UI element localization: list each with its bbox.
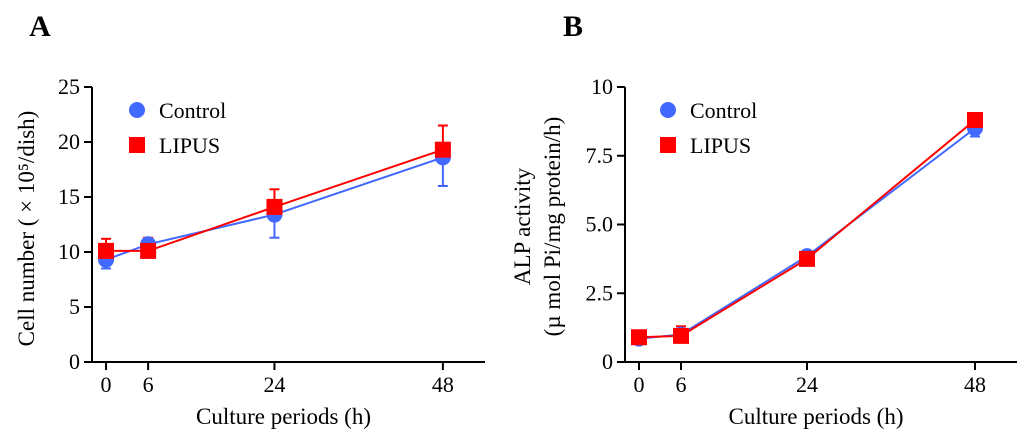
legend-lipus-label: LIPUS — [690, 133, 751, 158]
legend-lipus-marker — [660, 137, 676, 153]
lipus-point — [266, 198, 283, 215]
x-tick-label: 6 — [143, 372, 154, 397]
lipus-point — [434, 141, 451, 158]
x-tick-label: 24 — [263, 372, 285, 397]
lipus-point — [967, 112, 983, 128]
x-axis-label: Culture periods (h) — [196, 404, 371, 429]
legend-control-label: Control — [159, 98, 226, 123]
legend-control-label: Control — [690, 98, 757, 123]
legend-control-marker — [660, 102, 676, 118]
lipus-point — [98, 242, 115, 259]
x-tick-label: 24 — [796, 372, 818, 397]
y-tick-label: 7.5 — [586, 143, 614, 168]
lipus-point — [631, 329, 647, 346]
x-tick-label: 6 — [676, 372, 687, 397]
lipus-series-line — [106, 148, 444, 252]
x-tick-label: 48 — [964, 372, 986, 397]
y-axis-label-line: ALP activity — [510, 167, 535, 285]
y-tick-label: 10 — [591, 74, 613, 99]
control-series-line — [638, 127, 976, 340]
x-tick-label: 0 — [634, 372, 645, 397]
lipus-series-line — [638, 119, 976, 339]
lipus-point — [799, 250, 815, 267]
y-axis-label-line: (µ mol Pi/mg protein/h) — [540, 117, 565, 337]
x-axis-label: Culture periods (h) — [728, 404, 903, 429]
y-tick-label: 25 — [58, 74, 80, 99]
y-tick-label: 10 — [58, 239, 80, 264]
y-tick-label: 20 — [58, 129, 80, 154]
x-tick-label: 48 — [432, 372, 454, 397]
y-tick-label: 0 — [602, 349, 613, 374]
y-tick-label: 2.5 — [586, 280, 614, 305]
y-tick-label: 5.0 — [586, 212, 614, 237]
legend-lipus-marker — [129, 137, 145, 153]
y-tick-label: 5 — [69, 294, 80, 319]
legend-lipus-label: LIPUS — [159, 133, 220, 158]
chart-panel-a: A 0 5 10 15 20 25 0 6 24 48 Culture periods (h) Cell… — [14, 10, 485, 429]
y-tick-label: 15 — [58, 184, 80, 209]
panel-label: B — [563, 10, 583, 43]
lipus-point — [140, 242, 157, 259]
legend-control-marker — [129, 102, 145, 118]
panel-label: A — [29, 10, 51, 43]
x-tick-label: 0 — [101, 372, 112, 397]
chart-panel-b: B 0 2.5 5.0 7.5 10 0 6 24 48 Culture periods (h) AL… — [510, 10, 1017, 429]
y-tick-label: 0 — [69, 349, 80, 374]
lipus-point — [673, 327, 689, 344]
y-axis-label: Cell number ( × 10⁵/dish) — [14, 111, 39, 347]
